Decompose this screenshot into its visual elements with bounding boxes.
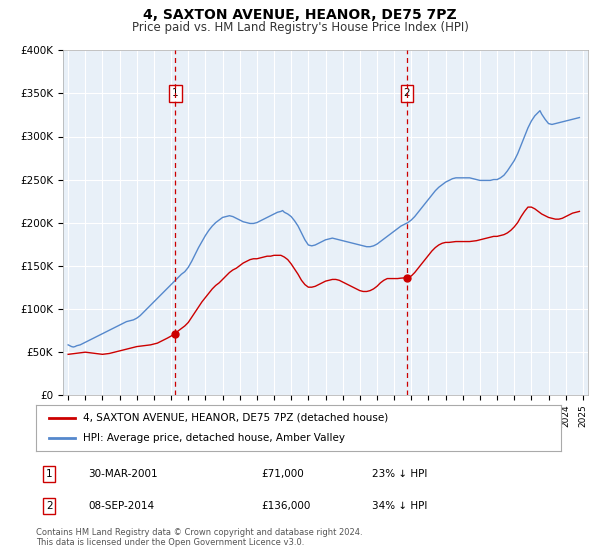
Text: 2: 2 <box>46 501 52 511</box>
Text: HPI: Average price, detached house, Amber Valley: HPI: Average price, detached house, Ambe… <box>83 433 345 443</box>
Text: 1: 1 <box>172 88 179 99</box>
Text: 1: 1 <box>46 469 52 479</box>
Point <box>170 329 180 338</box>
Text: 30-MAR-2001: 30-MAR-2001 <box>89 469 158 479</box>
Text: This data is licensed under the Open Government Licence v3.0.: This data is licensed under the Open Gov… <box>36 538 304 547</box>
Text: 4, SAXTON AVENUE, HEANOR, DE75 7PZ (detached house): 4, SAXTON AVENUE, HEANOR, DE75 7PZ (deta… <box>83 413 389 423</box>
Text: 23% ↓ HPI: 23% ↓ HPI <box>372 469 427 479</box>
Text: 08-SEP-2014: 08-SEP-2014 <box>89 501 155 511</box>
Text: 4, SAXTON AVENUE, HEANOR, DE75 7PZ: 4, SAXTON AVENUE, HEANOR, DE75 7PZ <box>143 8 457 22</box>
Point <box>402 273 412 282</box>
Text: Price paid vs. HM Land Registry's House Price Index (HPI): Price paid vs. HM Land Registry's House … <box>131 21 469 34</box>
Text: £136,000: £136,000 <box>262 501 311 511</box>
Text: 34% ↓ HPI: 34% ↓ HPI <box>372 501 427 511</box>
Text: 2: 2 <box>404 88 410 99</box>
Text: £71,000: £71,000 <box>262 469 305 479</box>
Text: Contains HM Land Registry data © Crown copyright and database right 2024.: Contains HM Land Registry data © Crown c… <box>36 528 362 536</box>
